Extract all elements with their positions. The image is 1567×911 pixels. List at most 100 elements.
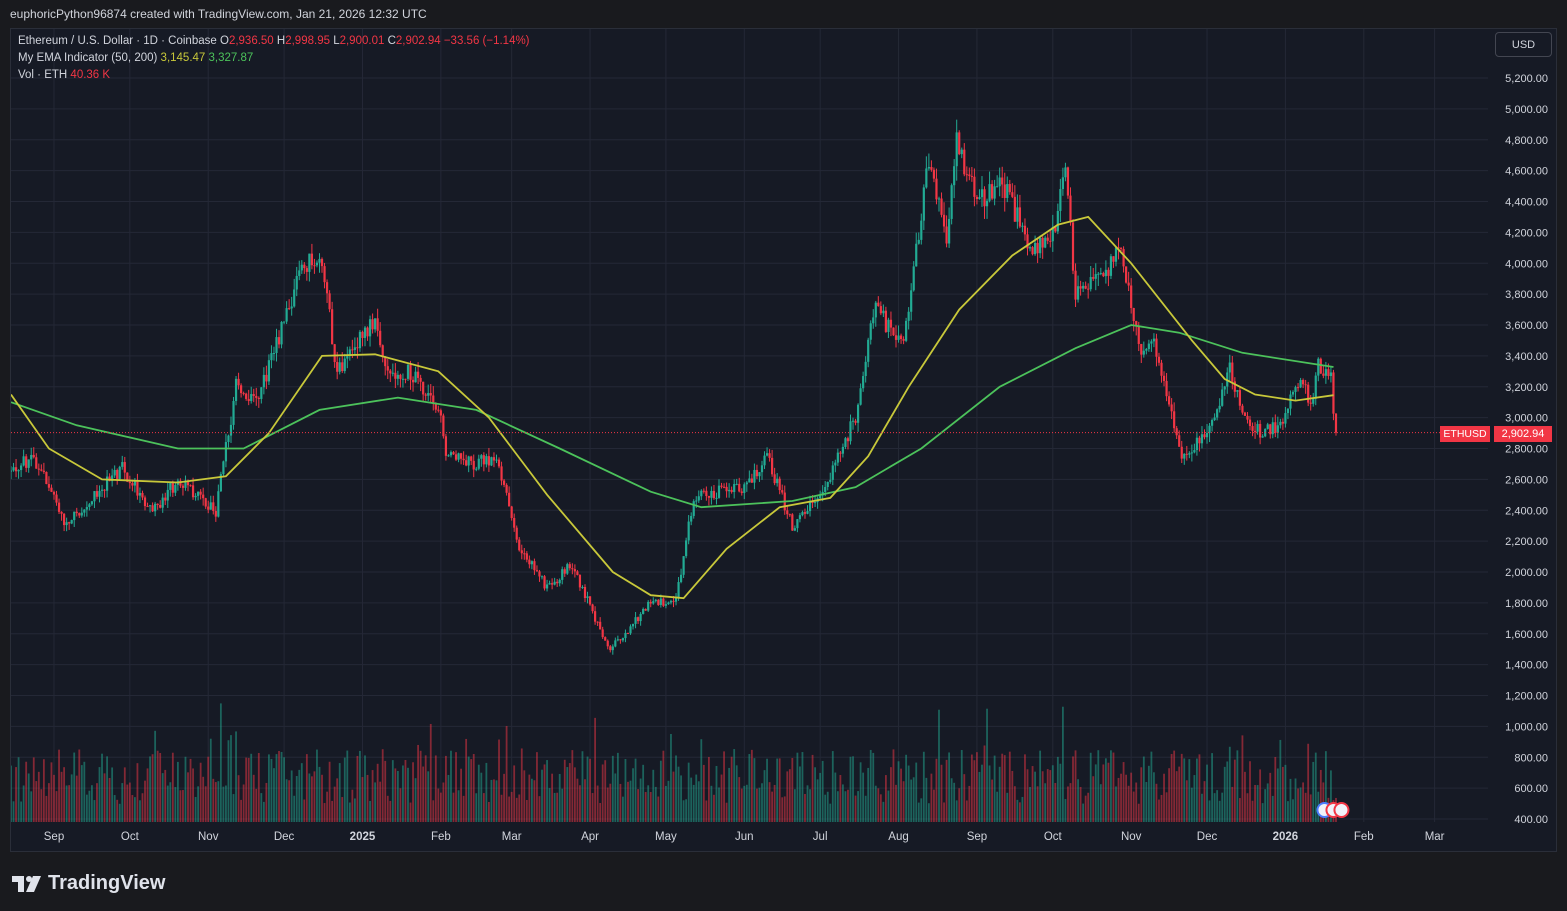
volume-bar bbox=[1163, 773, 1165, 822]
candle-body bbox=[328, 293, 331, 310]
volume-bar bbox=[1127, 785, 1130, 822]
candle-body bbox=[358, 331, 362, 349]
volume-bar bbox=[149, 756, 151, 822]
x-tick-label: Feb bbox=[431, 831, 451, 843]
volume-bar bbox=[619, 783, 622, 822]
volume-bar bbox=[1077, 779, 1079, 822]
candle-body bbox=[864, 361, 867, 377]
candle-body bbox=[735, 483, 738, 485]
candle-body bbox=[277, 337, 281, 345]
y-tick-label: 1,000.00 bbox=[1505, 721, 1548, 733]
x-tick-label: Dec bbox=[274, 831, 295, 843]
volume-bar bbox=[111, 767, 114, 822]
candle-body bbox=[841, 446, 845, 454]
volume-bar bbox=[184, 756, 187, 822]
candle-body bbox=[229, 424, 233, 436]
volume-bar bbox=[710, 785, 713, 822]
volume-bar bbox=[728, 767, 731, 822]
x-tick-label: Mar bbox=[502, 831, 522, 843]
volume-bar bbox=[948, 752, 951, 822]
volume-bar bbox=[884, 775, 887, 822]
volume-bar bbox=[209, 738, 212, 822]
candle-body bbox=[733, 484, 736, 493]
candle-body bbox=[596, 621, 599, 623]
volume-bar bbox=[108, 777, 111, 822]
volume-bar bbox=[776, 758, 779, 822]
candle-body bbox=[1213, 417, 1216, 421]
candle-body bbox=[108, 476, 111, 482]
candle-body bbox=[331, 309, 334, 345]
candle-body bbox=[1023, 225, 1027, 235]
volume-bar bbox=[1064, 799, 1067, 822]
candle-body bbox=[88, 504, 91, 508]
candle-body bbox=[401, 378, 405, 380]
candle-body bbox=[275, 337, 278, 354]
volume-bar bbox=[528, 774, 531, 822]
volume-bar bbox=[305, 754, 308, 822]
candle-body bbox=[1312, 398, 1315, 404]
candle-body bbox=[447, 455, 450, 457]
candle-body bbox=[846, 438, 850, 442]
y-tick-label: 2,600.00 bbox=[1505, 474, 1548, 486]
candle-body bbox=[293, 289, 296, 307]
close-label: C bbox=[387, 35, 396, 47]
volume-bar bbox=[1266, 783, 1269, 822]
volume-bar bbox=[844, 791, 847, 822]
volume-bar bbox=[126, 784, 129, 822]
candle-body bbox=[1317, 358, 1320, 376]
volume-bar bbox=[796, 752, 799, 822]
volume-bar bbox=[30, 791, 33, 822]
volume-bars bbox=[11, 703, 1337, 822]
symbol-price-tag: ETHUSD bbox=[1440, 426, 1490, 442]
candle-body bbox=[371, 319, 374, 330]
volume-bar bbox=[1137, 803, 1140, 822]
candle-body bbox=[406, 364, 410, 379]
candle-body bbox=[682, 556, 685, 575]
candle-body bbox=[424, 394, 427, 396]
candle-body bbox=[1056, 210, 1059, 232]
candle-body bbox=[930, 167, 933, 170]
volume-bar bbox=[897, 761, 900, 822]
volume-bar bbox=[376, 763, 379, 822]
volume-bar bbox=[1251, 800, 1254, 822]
candle-body bbox=[181, 485, 185, 488]
candle-body bbox=[1125, 266, 1128, 283]
volume-bar bbox=[1130, 772, 1133, 822]
chart-frame[interactable] bbox=[10, 28, 1557, 852]
volume-bar bbox=[262, 801, 265, 822]
candle-body bbox=[285, 308, 288, 322]
volume-bar bbox=[811, 754, 814, 822]
candle-body bbox=[313, 265, 316, 267]
volume-bar bbox=[225, 785, 227, 822]
candle-body bbox=[965, 174, 968, 176]
candle-body bbox=[760, 465, 764, 473]
volume-bar bbox=[530, 778, 533, 822]
tradingview-logo[interactable]: TradingView bbox=[12, 872, 165, 895]
candle-body bbox=[437, 409, 440, 411]
volume-bar bbox=[601, 764, 604, 822]
volume-bar bbox=[1102, 764, 1105, 822]
volume-bar bbox=[37, 771, 40, 822]
candle-body bbox=[990, 184, 994, 199]
volume-bar bbox=[144, 780, 146, 822]
candle-body bbox=[204, 498, 207, 507]
volume-bar bbox=[1249, 761, 1251, 822]
candle-body bbox=[1071, 222, 1075, 271]
candle-body bbox=[262, 374, 265, 388]
volume-bar bbox=[563, 759, 566, 822]
currency-button[interactable]: USD bbox=[1495, 32, 1552, 57]
candle-body bbox=[111, 475, 114, 482]
candle-body bbox=[1200, 434, 1204, 444]
volume-bar bbox=[60, 771, 63, 822]
volume-bar bbox=[260, 793, 263, 822]
volume-bar bbox=[164, 769, 167, 822]
candle-body bbox=[707, 495, 710, 498]
candle-body bbox=[705, 490, 708, 496]
candle-body bbox=[346, 356, 349, 359]
candle-body bbox=[745, 482, 748, 485]
candle-body bbox=[214, 510, 217, 517]
volume-bar bbox=[940, 764, 943, 822]
volume-bar bbox=[561, 788, 564, 822]
candle-body bbox=[295, 275, 298, 290]
